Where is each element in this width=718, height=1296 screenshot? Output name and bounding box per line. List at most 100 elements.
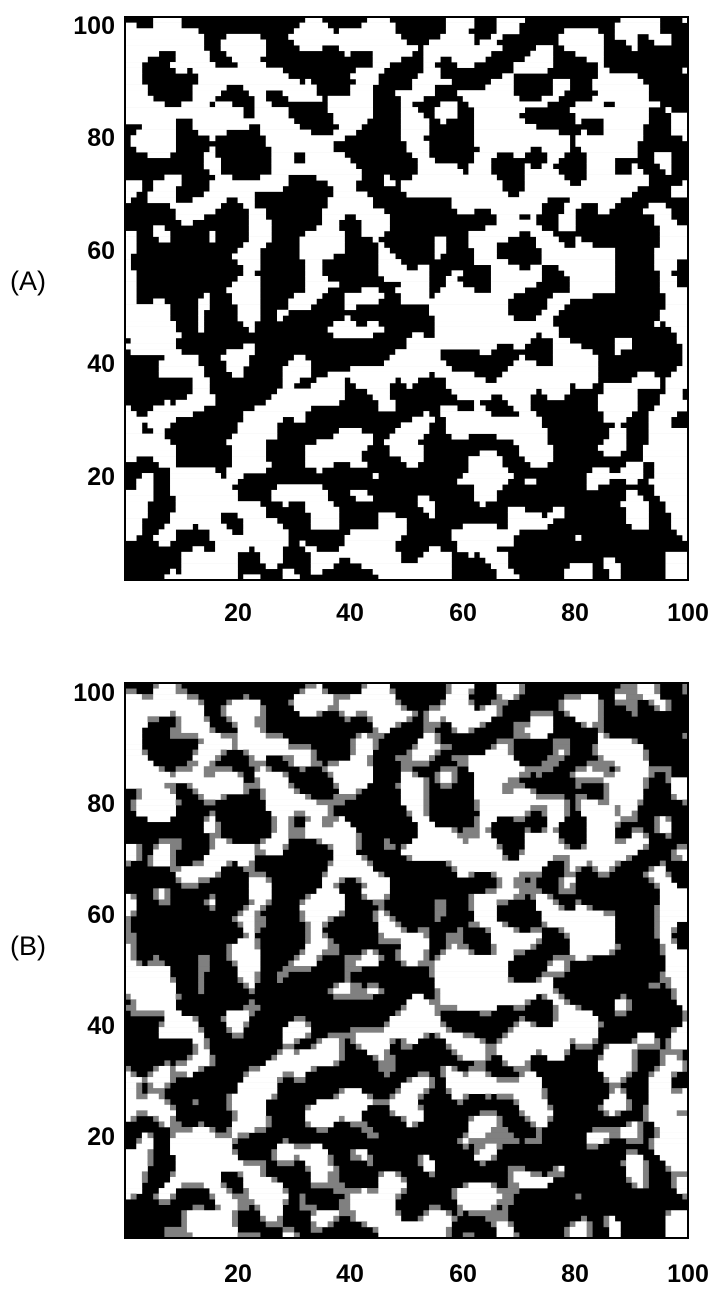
gray-cluster-cells — [293, 1077, 306, 1083]
gray-cluster-cells — [282, 843, 289, 850]
gray-cluster-cells — [203, 1043, 210, 1050]
white-cluster-cells — [243, 84, 317, 91]
white-cluster-cells — [125, 1154, 148, 1161]
white-cluster-cells — [451, 1043, 486, 1050]
white-cluster-cells — [372, 568, 452, 575]
white-cluster-cells — [310, 568, 323, 575]
gray-cluster-cells — [474, 1143, 486, 1150]
white-cluster-cells — [254, 1199, 283, 1205]
white-cluster-cells — [507, 518, 554, 524]
white-cluster-cells — [198, 309, 205, 316]
white-cluster-cells — [310, 893, 345, 900]
white-cluster-cells — [485, 705, 497, 712]
white-cluster-cells — [659, 821, 672, 828]
white-cluster-cells — [125, 732, 143, 739]
white-cluster-cells — [260, 551, 283, 558]
gray-cluster-cells — [406, 749, 413, 756]
gray-cluster-cells — [327, 805, 334, 811]
white-cluster-cells — [260, 766, 267, 773]
white-cluster-cells — [479, 832, 492, 839]
gray-cluster-cells — [305, 921, 312, 928]
gray-cluster-cells — [541, 971, 565, 978]
white-cluster-cells — [609, 568, 621, 575]
white-cluster-cells — [350, 557, 402, 564]
gray-cluster-cells — [355, 832, 362, 839]
gray-cluster-cells — [350, 1215, 357, 1222]
white-cluster-cells — [158, 236, 171, 243]
gray-cluster-cells — [400, 1188, 407, 1194]
white-cluster-cells — [181, 568, 238, 575]
white-cluster-cells — [474, 495, 497, 502]
white-cluster-cells — [310, 932, 323, 939]
gray-cluster-cells — [220, 1016, 227, 1022]
white-cluster-cells — [558, 33, 604, 40]
gray-cluster-cells — [383, 1071, 390, 1078]
white-cluster-cells — [125, 501, 148, 508]
gray-cluster-cells — [417, 927, 430, 934]
white-cluster-cells — [468, 1182, 492, 1189]
white-cluster-cells — [181, 557, 238, 564]
gray-cluster-cells — [231, 721, 238, 728]
white-cluster-cells — [440, 118, 447, 125]
gray-cluster-cells — [564, 843, 571, 850]
white-cluster-cells — [237, 197, 255, 204]
gray-cluster-cells — [564, 810, 571, 817]
white-cluster-cells — [175, 1132, 216, 1139]
gray-cluster-cells — [620, 816, 638, 823]
white-cluster-cells — [355, 960, 379, 967]
gray-cluster-cells — [586, 954, 593, 961]
white-cluster-cells — [282, 1049, 295, 1056]
white-cluster-cells — [474, 129, 559, 136]
white-cluster-cells — [541, 146, 571, 153]
white-cluster-cells — [378, 523, 407, 530]
gray-cluster-cells — [231, 744, 238, 750]
white-cluster-cells — [586, 169, 616, 175]
gray-cluster-cells — [626, 1176, 632, 1183]
gray-cluster-cells — [637, 1121, 644, 1128]
white-cluster-cells — [524, 849, 638, 856]
panel-b-y-tick: 20 — [87, 1123, 115, 1151]
gray-cluster-cells — [631, 810, 638, 817]
gray-cluster-cells — [440, 949, 447, 956]
white-cluster-cells — [547, 821, 559, 828]
gray-cluster-cells — [429, 1171, 435, 1178]
white-cluster-cells — [260, 1210, 283, 1217]
gray-cluster-cells — [333, 694, 351, 700]
white-cluster-cells — [299, 253, 334, 260]
gray-cluster-cells — [552, 744, 571, 750]
white-cluster-cells — [215, 174, 233, 181]
white-cluster-cells — [659, 910, 689, 917]
gray-cluster-cells — [305, 794, 312, 800]
white-cluster-cells — [445, 699, 469, 706]
gray-cluster-cells — [310, 1226, 323, 1233]
white-cluster-cells — [682, 1004, 689, 1011]
white-cluster-cells — [198, 326, 205, 333]
white-cluster-cells — [564, 202, 582, 209]
white-cluster-cells — [637, 1032, 655, 1039]
gray-cluster-cells — [682, 732, 689, 739]
gray-cluster-cells — [158, 838, 182, 845]
white-cluster-cells — [125, 982, 176, 989]
white-cluster-cells — [586, 484, 599, 491]
gray-cluster-cells — [507, 977, 514, 983]
white-cluster-cells — [265, 849, 283, 856]
white-cluster-cells — [186, 394, 216, 401]
gray-cluster-cells — [209, 838, 216, 845]
white-cluster-cells — [125, 95, 154, 102]
gray-cluster-cells — [226, 1127, 233, 1133]
white-cluster-cells — [282, 1232, 295, 1239]
white-cluster-cells — [125, 326, 176, 333]
gray-cluster-cells — [175, 688, 188, 695]
panel-a-label: (A) — [10, 266, 46, 296]
white-cluster-cells — [654, 321, 661, 327]
white-cluster-cells — [474, 916, 497, 922]
white-cluster-cells — [659, 927, 672, 934]
white-cluster-cells — [158, 1065, 171, 1072]
white-cluster-cells — [665, 298, 689, 305]
white-cluster-cells — [400, 1088, 424, 1094]
gray-cluster-cells — [530, 943, 537, 950]
gray-cluster-cells — [547, 755, 565, 761]
white-cluster-cells — [310, 563, 334, 570]
gray-cluster-cells — [299, 1204, 317, 1211]
white-cluster-cells — [338, 788, 357, 795]
